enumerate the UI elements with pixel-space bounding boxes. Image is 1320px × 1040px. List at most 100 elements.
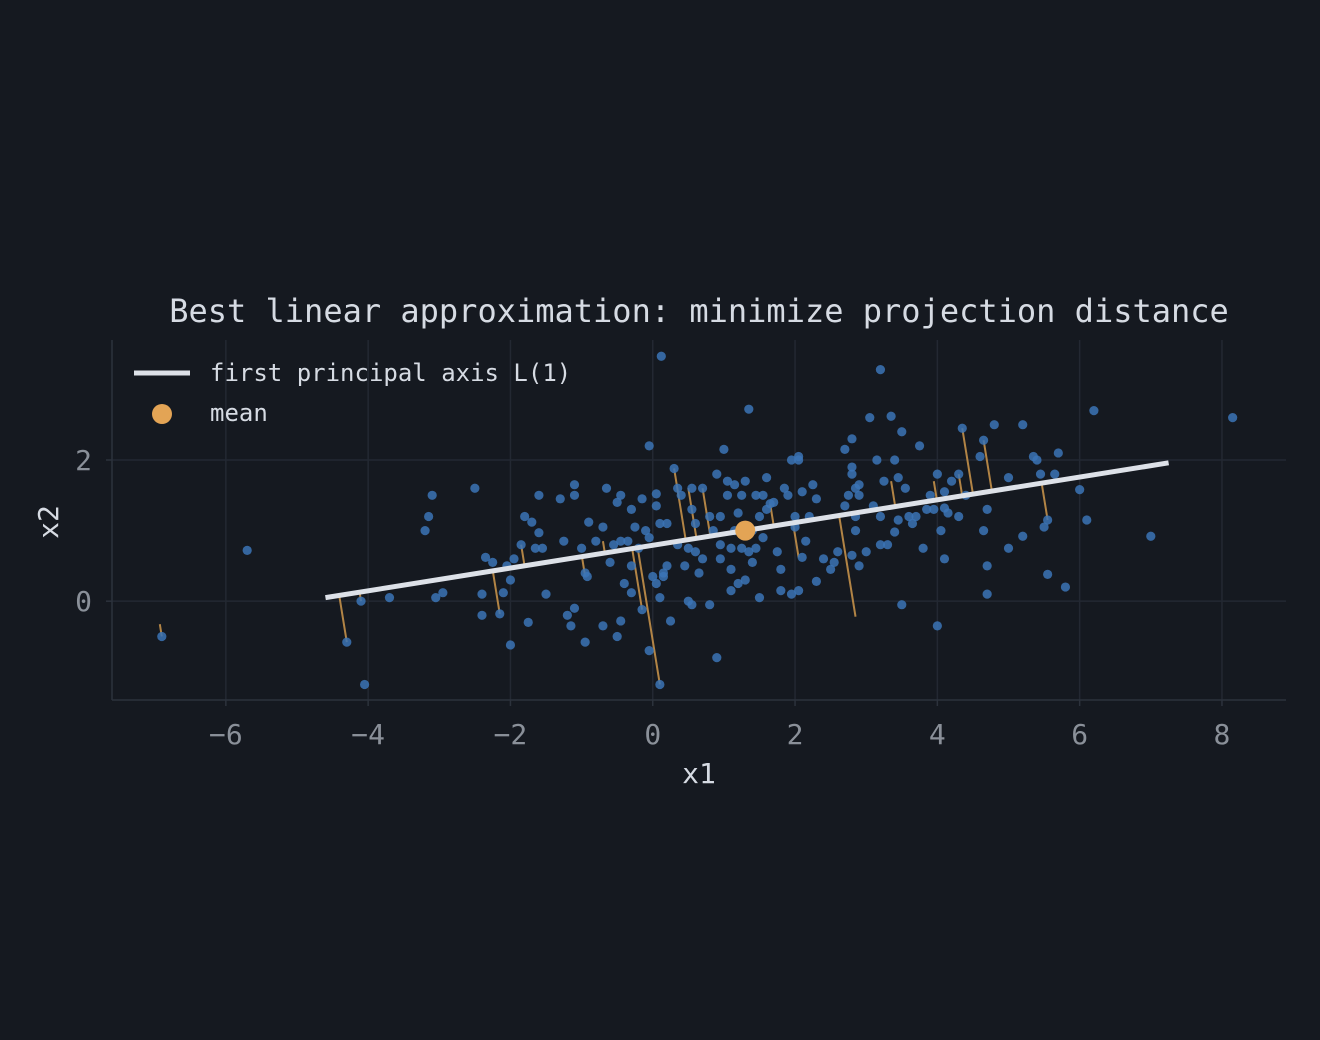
data-point <box>662 561 672 571</box>
data-point <box>616 536 626 546</box>
data-point <box>875 540 886 550</box>
data-point <box>890 527 900 537</box>
data-point <box>431 593 441 603</box>
data-point <box>477 589 487 599</box>
data-point <box>715 540 725 550</box>
projection-line <box>961 428 974 495</box>
data-point <box>644 645 654 656</box>
data-point <box>687 483 697 493</box>
data-point <box>534 490 544 500</box>
data-point <box>758 490 768 500</box>
data-point <box>630 522 640 532</box>
data-point <box>715 554 725 564</box>
data-point <box>957 423 967 433</box>
data-point <box>826 564 836 575</box>
data-point <box>776 585 786 596</box>
data-point <box>893 473 903 483</box>
data-point <box>601 483 612 493</box>
data-point <box>694 568 704 578</box>
data-point <box>577 543 587 553</box>
data-point <box>712 653 722 663</box>
data-point <box>662 518 672 529</box>
data-point <box>619 578 629 589</box>
data-point <box>498 588 508 598</box>
data-point <box>527 517 537 527</box>
data-point <box>637 605 647 615</box>
data-point <box>591 536 601 546</box>
data-point <box>470 483 480 493</box>
data-point <box>1082 515 1092 525</box>
data-point <box>612 631 622 642</box>
data-point <box>975 451 985 462</box>
data-point <box>922 504 932 515</box>
data-point <box>712 469 722 479</box>
data-point <box>534 528 544 538</box>
data-point <box>609 540 619 550</box>
data-point <box>651 578 661 589</box>
mean-marker-group <box>735 520 756 541</box>
data-point <box>786 455 797 465</box>
data-point <box>637 494 647 504</box>
data-point <box>733 578 743 589</box>
data-point <box>886 411 896 421</box>
projection-line <box>982 440 993 492</box>
data-point <box>651 501 661 511</box>
chart-title: Best linear approximation: minimize proj… <box>169 292 1229 330</box>
data-point <box>1146 531 1156 541</box>
data-point <box>342 637 352 647</box>
data-point <box>623 536 633 546</box>
legend-mean-swatch <box>152 404 172 424</box>
data-point <box>651 489 661 499</box>
data-point <box>648 571 658 582</box>
data-point <box>783 490 793 500</box>
data-point <box>911 511 921 522</box>
data-point <box>626 504 637 515</box>
x-tick-label: −4 <box>351 718 385 751</box>
data-point <box>687 600 697 610</box>
x-axis-label: x1 <box>682 757 716 790</box>
data-point <box>612 497 622 507</box>
data-point <box>584 517 594 527</box>
data-point <box>772 547 782 557</box>
data-point <box>939 487 950 497</box>
data-point <box>566 621 576 631</box>
data-point <box>598 621 608 631</box>
data-point <box>1053 448 1063 458</box>
data-point <box>242 545 252 555</box>
projection-line <box>631 548 644 610</box>
data-point <box>897 600 907 610</box>
data-point <box>754 511 765 522</box>
data-point <box>946 476 957 486</box>
data-point <box>705 511 715 522</box>
data-point <box>737 543 747 553</box>
data-point <box>875 511 886 522</box>
data-point <box>705 600 715 610</box>
data-point <box>582 571 592 582</box>
data-point <box>989 420 999 430</box>
data-point <box>854 480 864 490</box>
x-tick-label: 0 <box>644 718 661 751</box>
data-point <box>1075 485 1085 495</box>
data-point <box>925 490 935 500</box>
data-point <box>840 501 850 511</box>
data-point <box>840 444 850 455</box>
data-point <box>729 480 740 490</box>
data-point <box>747 557 757 567</box>
data-point <box>914 441 925 451</box>
projection-line <box>1040 483 1049 521</box>
data-point <box>569 490 580 500</box>
data-point <box>808 480 818 490</box>
data-point <box>697 483 708 493</box>
data-point <box>943 508 953 518</box>
data-point <box>726 564 736 575</box>
data-point <box>555 494 565 504</box>
data-point <box>794 451 804 462</box>
data-point <box>488 557 498 567</box>
data-point <box>751 543 761 553</box>
data-point <box>427 490 437 500</box>
data-point <box>875 365 886 375</box>
x-tick-label: 6 <box>1071 718 1088 751</box>
data-point <box>656 351 666 361</box>
data-point <box>979 435 989 445</box>
data-point <box>740 575 750 585</box>
